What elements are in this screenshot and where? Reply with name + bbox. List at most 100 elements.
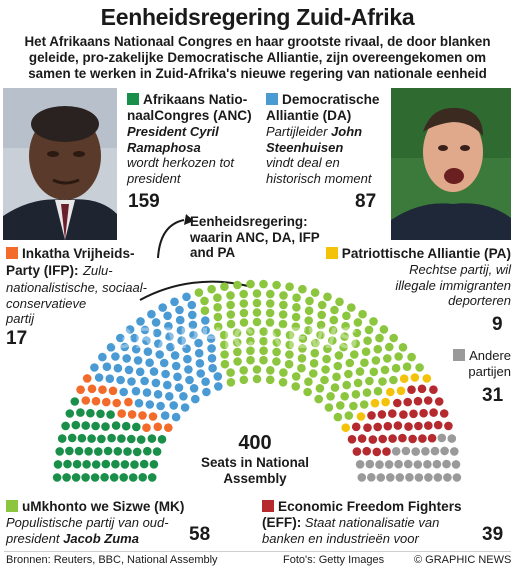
- seat-dot: [220, 359, 230, 369]
- seat-dot: [107, 433, 116, 443]
- seat-dot: [81, 421, 90, 430]
- seat-dot: [349, 401, 358, 411]
- page-subtitle: Het Afrikaans Nationaal Congres en haar …: [24, 34, 491, 81]
- seat-dot: [440, 446, 449, 456]
- seat-dot: [362, 446, 372, 456]
- ifp-desc-a: Zulu-: [82, 263, 113, 278]
- seat-dot: [310, 288, 320, 297]
- seat-dot: [341, 423, 351, 433]
- seat-dot: [76, 408, 85, 417]
- seat-dot: [452, 473, 462, 482]
- seat-dot: [421, 447, 430, 456]
- seat-dot: [451, 460, 461, 469]
- seat-dot: [266, 366, 275, 375]
- seat-dot: [132, 422, 141, 432]
- seat-dot: [124, 365, 134, 375]
- ifp-desc-d: partij: [6, 311, 35, 326]
- seat-dot: [408, 434, 417, 444]
- seat-dot: [87, 434, 96, 443]
- seat-dot: [333, 412, 343, 422]
- seat-dot: [328, 326, 338, 335]
- seat-dot: [171, 361, 181, 371]
- seat-dot: [113, 363, 123, 373]
- pa-name: Patriottische Alliantie (PA): [341, 246, 511, 261]
- seat-dot: [87, 384, 97, 394]
- seat-dot: [170, 351, 180, 360]
- seat-dot: [246, 279, 255, 289]
- seat-dot: [298, 284, 307, 294]
- seat-dot: [345, 358, 355, 368]
- seat-dot: [226, 300, 235, 310]
- da-desc-d: vindt deal en: [266, 155, 340, 170]
- anc-name-line1: Afrikaans Natio-: [143, 92, 248, 107]
- seat-dot: [330, 305, 339, 315]
- seat-dot: [207, 344, 216, 353]
- eff-desc-b: banken en industrieën voor: [262, 531, 419, 546]
- seat-dot: [130, 333, 139, 343]
- seat-dot: [119, 473, 128, 482]
- seat-dot: [316, 330, 325, 340]
- anc-color-square: [127, 93, 139, 105]
- seat-dot: [341, 321, 350, 331]
- coalition-arrow-head: [184, 214, 194, 225]
- seat-dot: [315, 384, 325, 393]
- seat-dot: [130, 460, 139, 469]
- seat-dot: [154, 339, 163, 349]
- seat-dot: [81, 396, 91, 405]
- seat-dot: [297, 363, 306, 373]
- seat-dot: [335, 297, 344, 307]
- seat-dot: [239, 375, 249, 385]
- footer-credit: © GRAPHIC NEWS: [414, 554, 512, 566]
- seat-dot: [187, 300, 197, 310]
- seat-dot: [427, 433, 437, 443]
- seat-dot: [447, 434, 457, 443]
- seat-dot: [91, 460, 101, 469]
- seat-dot: [220, 350, 229, 359]
- seat-dot: [252, 308, 262, 317]
- seat-dot: [200, 296, 209, 306]
- eff-name: Economic Freedom Fighters: [278, 499, 462, 514]
- seat-dot: [389, 333, 399, 343]
- da-color-square: [266, 93, 278, 105]
- pa-desc-c: deporteren: [448, 293, 511, 308]
- seat-dot: [81, 473, 90, 482]
- seat-dot: [149, 460, 159, 469]
- seat-dot: [355, 460, 365, 469]
- seat-dot: [226, 368, 235, 377]
- seat-dot: [163, 311, 172, 321]
- seat-dot: [384, 460, 394, 469]
- seat-dot: [185, 375, 194, 385]
- seat-dot: [322, 354, 331, 364]
- seat-dot: [140, 376, 149, 386]
- seat-dot: [142, 388, 152, 397]
- other-name-line2: partijen: [468, 363, 511, 379]
- seat-dot: [433, 420, 443, 430]
- seat-dot: [153, 390, 163, 399]
- seat-dot: [442, 459, 451, 469]
- seat-dot: [252, 298, 262, 308]
- seat-dot: [52, 473, 62, 482]
- ifp-color-square: [6, 247, 18, 259]
- seat-dot: [403, 397, 413, 407]
- seat-dot: [252, 289, 262, 298]
- seat-dot: [91, 421, 100, 431]
- seat-dot: [303, 387, 312, 397]
- seat-dot: [117, 409, 126, 418]
- seat-dot: [278, 378, 288, 387]
- seat-dot: [450, 447, 459, 456]
- seat-dot: [219, 330, 229, 340]
- seat-dot: [102, 397, 111, 407]
- seat-dot: [321, 365, 330, 374]
- seat-dot: [233, 357, 242, 366]
- seat-dot: [304, 326, 313, 335]
- seat-dot: [111, 352, 120, 361]
- seat-dot: [233, 280, 242, 290]
- seat-dot: [239, 299, 249, 308]
- seat-dot: [333, 361, 343, 371]
- seat-dot: [317, 310, 327, 320]
- ramaphosa-photo: [3, 88, 117, 240]
- seat-dot: [252, 374, 262, 384]
- coalition-label: Eenheidsregering: waarin ANC, DA, IFP an…: [190, 214, 320, 260]
- seat-dot: [233, 347, 242, 357]
- seat-dot: [191, 394, 200, 404]
